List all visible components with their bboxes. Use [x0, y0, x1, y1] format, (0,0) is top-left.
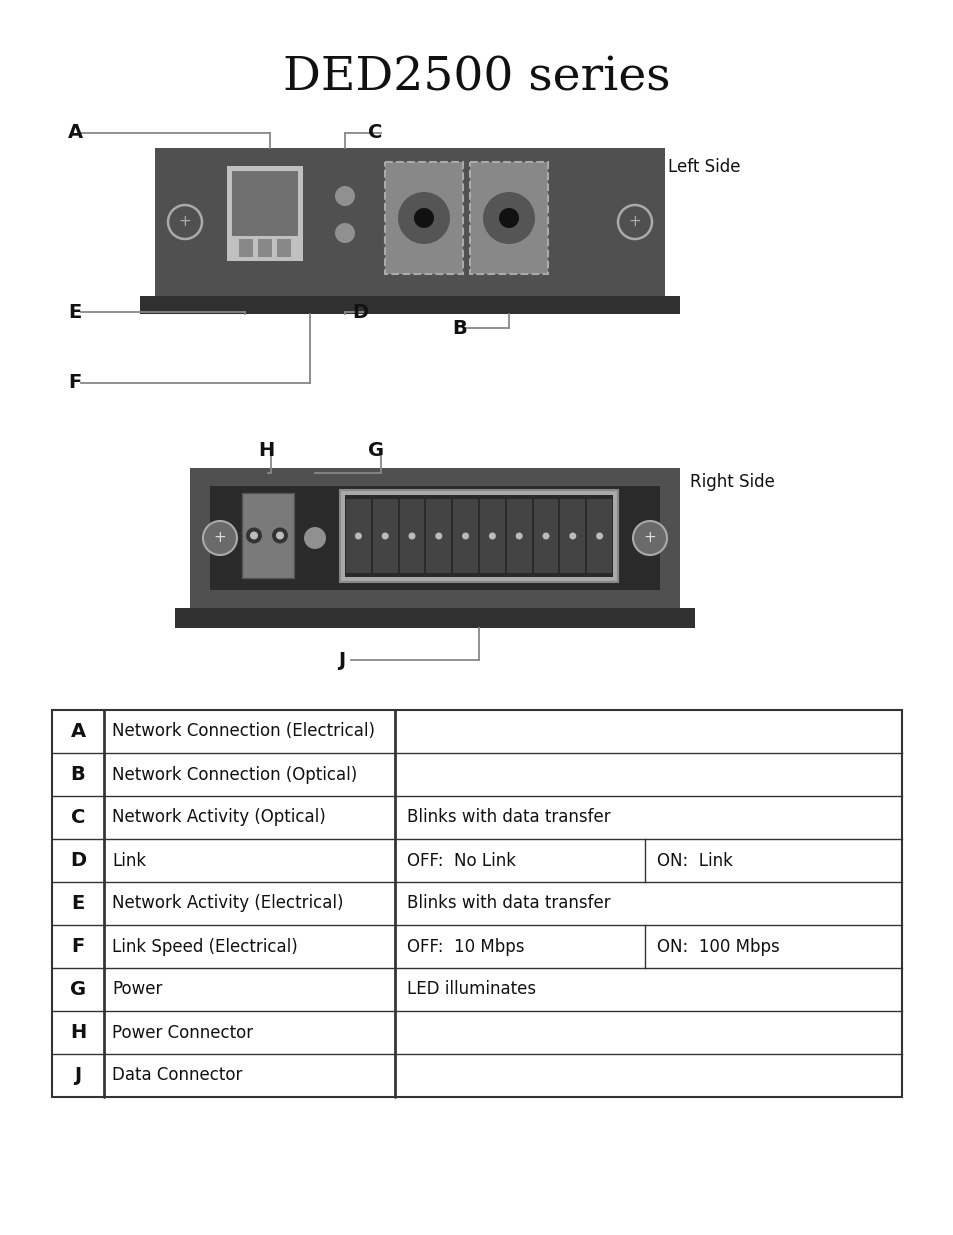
Text: LED illuminates: LED illuminates — [407, 981, 536, 999]
Text: ON:  100 Mbps: ON: 100 Mbps — [657, 937, 779, 956]
Text: Left Side: Left Side — [667, 158, 740, 177]
Bar — [559, 499, 584, 573]
Bar — [346, 499, 371, 573]
Text: Blinks with data transfer: Blinks with data transfer — [407, 894, 610, 913]
Bar — [52, 710, 901, 1097]
Text: D: D — [70, 851, 86, 869]
Circle shape — [335, 224, 355, 243]
Text: Right Side: Right Side — [689, 473, 774, 492]
Text: G: G — [368, 441, 384, 459]
Text: J: J — [74, 1066, 81, 1086]
Text: +: + — [213, 531, 226, 546]
Circle shape — [516, 532, 522, 540]
Circle shape — [355, 532, 361, 540]
Text: H: H — [257, 441, 274, 459]
Circle shape — [272, 527, 288, 543]
Bar — [587, 499, 612, 573]
Text: B: B — [71, 764, 85, 784]
Text: D: D — [352, 303, 368, 321]
Text: B: B — [452, 319, 466, 337]
Text: Link Speed (Electrical): Link Speed (Electrical) — [112, 937, 297, 956]
Bar — [373, 499, 397, 573]
Circle shape — [498, 207, 518, 228]
Bar — [210, 487, 659, 590]
Bar — [242, 493, 294, 578]
Bar — [479, 499, 504, 573]
Text: H: H — [70, 1023, 86, 1042]
Bar — [239, 240, 253, 257]
Circle shape — [414, 207, 434, 228]
Bar — [399, 499, 424, 573]
Text: +: + — [178, 215, 192, 230]
Bar — [276, 240, 291, 257]
Bar — [257, 240, 272, 257]
Bar — [453, 499, 477, 573]
Circle shape — [488, 532, 496, 540]
Bar — [174, 608, 695, 629]
Text: Network Connection (Optical): Network Connection (Optical) — [112, 766, 356, 783]
Text: DED2500 series: DED2500 series — [283, 56, 670, 100]
Circle shape — [542, 532, 549, 540]
Bar — [339, 490, 618, 582]
Circle shape — [633, 521, 666, 555]
Text: Link: Link — [112, 851, 146, 869]
Circle shape — [408, 532, 416, 540]
Text: Power: Power — [112, 981, 162, 999]
Text: OFF:  10 Mbps: OFF: 10 Mbps — [407, 937, 524, 956]
Text: +: + — [643, 531, 656, 546]
Text: A: A — [71, 722, 86, 741]
Text: Power Connector: Power Connector — [112, 1024, 253, 1041]
Text: E: E — [71, 894, 85, 913]
Text: OFF:  No Link: OFF: No Link — [407, 851, 516, 869]
Text: Blinks with data transfer: Blinks with data transfer — [407, 809, 610, 826]
Circle shape — [381, 532, 388, 540]
Text: E: E — [68, 303, 81, 321]
Circle shape — [203, 521, 236, 555]
Circle shape — [304, 527, 326, 550]
Circle shape — [275, 531, 284, 540]
Text: Data Connector: Data Connector — [112, 1067, 242, 1084]
Bar — [140, 296, 679, 314]
Bar — [154, 148, 664, 296]
Bar — [385, 162, 462, 274]
Text: C: C — [368, 124, 382, 142]
Bar — [470, 162, 547, 274]
Circle shape — [435, 532, 442, 540]
Text: Network Activity (Electrical): Network Activity (Electrical) — [112, 894, 343, 913]
Circle shape — [596, 532, 602, 540]
Text: F: F — [68, 373, 81, 393]
Text: Network Connection (Electrical): Network Connection (Electrical) — [112, 722, 375, 741]
Text: J: J — [337, 651, 345, 669]
Circle shape — [250, 531, 257, 540]
Text: A: A — [68, 124, 83, 142]
Circle shape — [397, 191, 450, 245]
Circle shape — [335, 186, 355, 206]
Circle shape — [569, 532, 576, 540]
Bar — [506, 499, 531, 573]
Bar — [426, 499, 451, 573]
Bar — [190, 468, 679, 608]
Circle shape — [246, 527, 262, 543]
Text: Network Activity (Optical): Network Activity (Optical) — [112, 809, 325, 826]
Bar — [533, 499, 558, 573]
Bar — [227, 165, 303, 261]
Bar — [232, 170, 297, 236]
Circle shape — [482, 191, 535, 245]
Text: G: G — [70, 981, 86, 999]
Text: F: F — [71, 937, 85, 956]
Bar — [345, 495, 613, 577]
Text: C: C — [71, 808, 85, 827]
Text: +: + — [628, 215, 640, 230]
Circle shape — [461, 532, 469, 540]
Text: ON:  Link: ON: Link — [657, 851, 732, 869]
